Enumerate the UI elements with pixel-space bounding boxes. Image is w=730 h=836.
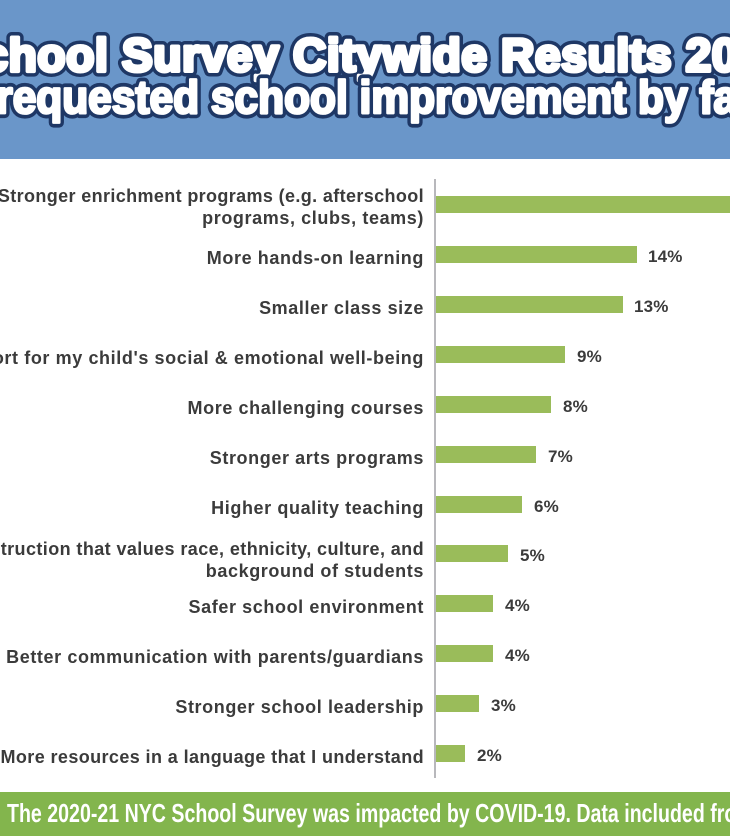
svg-text:Top requested school improveme: Top requested school improvement by fami… [0, 71, 730, 123]
svg-text:School Survey Citywide Results: School Survey Citywide Results 2021 [0, 29, 730, 81]
svg-text:Top requested school improveme: Top requested school improvement by fami… [0, 71, 730, 123]
svg-text:School Survey Citywide Results: School Survey Citywide Results 2021 [0, 29, 730, 81]
